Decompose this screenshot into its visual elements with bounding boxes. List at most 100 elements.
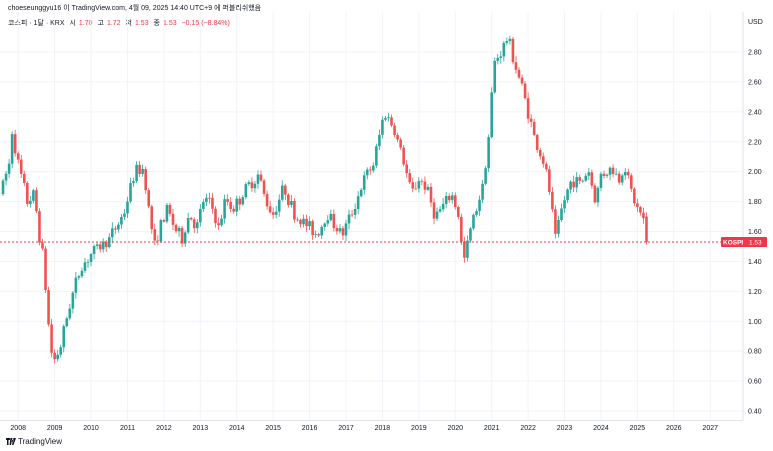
candle bbox=[162, 218, 166, 223]
candle bbox=[4, 170, 8, 186]
candle bbox=[390, 114, 393, 128]
candle bbox=[538, 147, 542, 160]
candle bbox=[150, 204, 154, 234]
candle bbox=[590, 169, 594, 189]
candle bbox=[444, 192, 448, 209]
candle bbox=[375, 143, 378, 168]
grid-lines bbox=[0, 12, 743, 420]
candle bbox=[302, 214, 305, 228]
candle bbox=[253, 181, 257, 193]
candle bbox=[208, 192, 211, 204]
candle bbox=[411, 177, 415, 193]
candle bbox=[56, 349, 59, 362]
candle bbox=[365, 167, 369, 180]
x-tick-label: 2008 bbox=[10, 425, 26, 432]
candle bbox=[341, 225, 345, 241]
candle bbox=[353, 203, 357, 220]
candle bbox=[323, 222, 327, 231]
candle bbox=[120, 213, 123, 229]
candle bbox=[41, 238, 44, 251]
candle bbox=[475, 208, 478, 217]
candle bbox=[290, 194, 293, 208]
candle bbox=[299, 218, 302, 228]
tradingview-logo-icon bbox=[6, 438, 16, 445]
candle bbox=[511, 36, 515, 65]
candle bbox=[605, 173, 609, 178]
candle bbox=[532, 118, 536, 137]
legend-low-label: 저 bbox=[125, 20, 132, 27]
legend-high-label: 고 bbox=[97, 20, 104, 27]
candle bbox=[256, 170, 260, 190]
candle bbox=[505, 37, 509, 46]
candle bbox=[86, 258, 90, 269]
candle bbox=[7, 159, 11, 178]
y-tick-label: 2.60 bbox=[748, 79, 762, 86]
candle bbox=[420, 178, 424, 186]
x-tick-label: 2010 bbox=[83, 425, 99, 432]
candle bbox=[74, 272, 78, 299]
candle bbox=[180, 225, 184, 248]
candle bbox=[438, 206, 442, 213]
candle bbox=[396, 132, 399, 143]
candle bbox=[202, 199, 205, 212]
candle bbox=[599, 171, 603, 192]
y-tick-label: 1.80 bbox=[748, 199, 762, 206]
x-tick-label: 2013 bbox=[193, 425, 209, 432]
candle bbox=[247, 180, 251, 186]
candle bbox=[10, 131, 14, 169]
candle bbox=[123, 208, 126, 221]
candle bbox=[117, 222, 120, 233]
candle bbox=[575, 172, 578, 193]
candle bbox=[144, 166, 147, 194]
candle bbox=[617, 171, 621, 185]
y-tick-label: 2.20 bbox=[748, 139, 762, 146]
candle bbox=[311, 219, 314, 240]
candle bbox=[32, 188, 35, 204]
candle bbox=[50, 318, 53, 358]
x-tick-label: 2024 bbox=[593, 425, 609, 432]
candle bbox=[502, 41, 506, 62]
y-tick-label: 1.60 bbox=[748, 229, 762, 236]
legend-close-label: 종 bbox=[153, 20, 160, 27]
candle bbox=[262, 178, 266, 197]
candle bbox=[199, 204, 202, 227]
x-tick-label: 2014 bbox=[229, 425, 245, 432]
candle bbox=[554, 205, 557, 239]
candle bbox=[29, 195, 32, 208]
legend-symbol-name[interactable]: 코스피 · 1달 · KRX bbox=[8, 20, 65, 27]
candle bbox=[484, 166, 487, 186]
y-tick-label: 0.80 bbox=[748, 349, 762, 356]
candle bbox=[265, 190, 269, 210]
candle bbox=[460, 213, 463, 245]
price-axis[interactable]: 0.40 0.60 0.80 1.00 1.20 1.40 1.60 1.80 2.00 2.20… bbox=[748, 50, 762, 416]
candle bbox=[83, 257, 87, 274]
y-tick-label: 2.40 bbox=[748, 109, 762, 116]
candles bbox=[1, 35, 648, 364]
candle bbox=[77, 274, 81, 281]
candle bbox=[71, 290, 75, 314]
candle bbox=[22, 170, 26, 186]
candle bbox=[153, 223, 157, 246]
tradingview-branding[interactable]: TradingView bbox=[6, 437, 62, 446]
candle bbox=[414, 182, 418, 190]
candle bbox=[223, 194, 226, 224]
time-axis[interactable]: 2008 2009 2010 2011 2012 2013 2014 2015 2016 2017… bbox=[10, 425, 718, 432]
candle bbox=[65, 316, 69, 328]
y-tick-label: 1.40 bbox=[748, 259, 762, 266]
candle bbox=[642, 207, 645, 224]
candle bbox=[62, 324, 66, 353]
candle bbox=[19, 155, 23, 178]
candle bbox=[523, 80, 527, 100]
candle bbox=[608, 166, 612, 181]
candle bbox=[171, 209, 175, 231]
candle bbox=[557, 215, 560, 238]
candle bbox=[335, 224, 339, 235]
candle bbox=[508, 35, 512, 45]
candle bbox=[138, 161, 141, 178]
candle bbox=[274, 205, 278, 219]
x-tick-label: 2020 bbox=[447, 425, 463, 432]
candle bbox=[478, 195, 481, 216]
candle bbox=[626, 168, 630, 179]
candle bbox=[560, 203, 563, 222]
